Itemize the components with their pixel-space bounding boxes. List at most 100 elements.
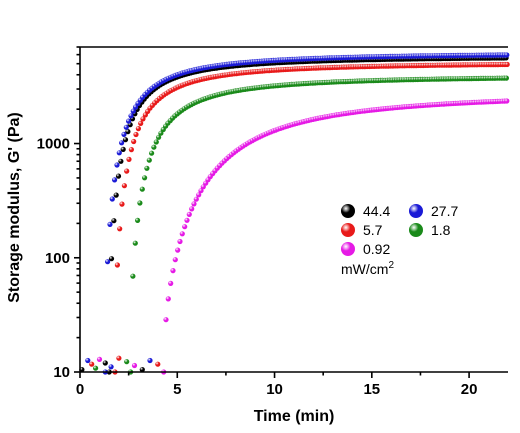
data-point bbox=[116, 150, 122, 156]
data-point bbox=[198, 188, 204, 194]
data-point bbox=[504, 61, 510, 68]
data-point bbox=[114, 162, 120, 168]
series-27.7 bbox=[102, 52, 510, 375]
data-point bbox=[121, 183, 127, 189]
noise-point bbox=[108, 364, 114, 370]
x-tick-label: 15 bbox=[363, 381, 380, 398]
y-axis-title: Storage modulus, G' (Pa) bbox=[6, 112, 23, 303]
data-point bbox=[121, 131, 127, 137]
legend-entry-1.8: 1.8 bbox=[409, 222, 451, 238]
legend-label: 27.7 bbox=[431, 203, 458, 219]
data-point bbox=[111, 218, 117, 224]
y-tick-label: 100 bbox=[45, 250, 70, 267]
y-tick-label: 10 bbox=[53, 364, 70, 381]
data-point bbox=[135, 126, 141, 132]
plot-markers bbox=[79, 52, 510, 375]
noise-points bbox=[79, 355, 161, 373]
data-point bbox=[193, 196, 199, 202]
data-point bbox=[130, 273, 136, 279]
series-5.7 bbox=[112, 61, 510, 375]
data-point bbox=[123, 124, 129, 130]
data-point bbox=[158, 130, 164, 136]
legend-entry-5.7: 5.7 bbox=[341, 222, 383, 238]
data-point bbox=[146, 157, 152, 163]
noise-point bbox=[116, 355, 122, 361]
legend-marker bbox=[341, 204, 355, 218]
legend: 44.4 27.7 5.7 1.8 0.92 mW/cm2 bbox=[341, 203, 458, 277]
data-point bbox=[128, 113, 134, 119]
noise-point bbox=[102, 360, 108, 366]
noise-point bbox=[131, 362, 138, 369]
legend-marker bbox=[341, 242, 355, 256]
legend-marker bbox=[409, 204, 423, 218]
noise-point bbox=[155, 361, 161, 367]
data-point bbox=[130, 108, 136, 114]
x-tick-label: 5 bbox=[173, 381, 181, 398]
x-tick-label: 0 bbox=[76, 381, 84, 398]
ticks: 0 5 10 15 20 10 100 1000 bbox=[37, 46, 478, 398]
legend-unit: mW/cm2 bbox=[341, 260, 394, 277]
data-point bbox=[119, 201, 125, 207]
legend-entry-0.92: 0.92 bbox=[341, 241, 390, 257]
data-point bbox=[108, 256, 115, 262]
data-point bbox=[165, 296, 171, 302]
data-point bbox=[191, 201, 197, 207]
data-point bbox=[177, 238, 183, 245]
data-point bbox=[186, 211, 192, 217]
data-point bbox=[172, 257, 178, 263]
data-point bbox=[142, 175, 148, 181]
data-point bbox=[125, 129, 131, 135]
legend-entry-44.4: 44.4 bbox=[341, 203, 390, 219]
x-tick-label: 10 bbox=[266, 381, 283, 398]
data-point bbox=[144, 165, 150, 171]
noise-point bbox=[124, 359, 130, 365]
data-point bbox=[504, 52, 510, 58]
data-point bbox=[196, 192, 202, 198]
data-point bbox=[156, 134, 162, 140]
data-point bbox=[126, 118, 132, 124]
data-point bbox=[179, 231, 185, 237]
legend-marker bbox=[409, 223, 423, 237]
data-point bbox=[132, 240, 138, 246]
legend-label: 1.8 bbox=[431, 222, 451, 238]
data-point bbox=[131, 138, 137, 145]
data-point bbox=[112, 177, 118, 183]
x-tick-label: 20 bbox=[461, 381, 478, 398]
data-point bbox=[504, 98, 510, 104]
data-point bbox=[140, 116, 146, 122]
data-point bbox=[182, 224, 188, 230]
data-point bbox=[128, 147, 134, 153]
data-point bbox=[105, 259, 111, 265]
x-axis-title: Time (min) bbox=[254, 408, 335, 425]
data-point bbox=[170, 268, 176, 274]
data-point bbox=[114, 262, 120, 268]
data-point bbox=[126, 156, 132, 162]
noise-point bbox=[139, 367, 145, 373]
y-tick-label: 1000 bbox=[37, 136, 70, 153]
data-point bbox=[168, 280, 174, 286]
data-point bbox=[184, 217, 190, 223]
data-point bbox=[119, 140, 125, 146]
legend-label: 0.92 bbox=[363, 241, 390, 257]
legend-unit-superscript: 2 bbox=[388, 260, 394, 271]
data-point bbox=[138, 120, 144, 126]
data-point bbox=[153, 139, 159, 145]
data-point bbox=[113, 192, 119, 198]
data-point bbox=[163, 317, 169, 323]
data-point bbox=[115, 173, 122, 179]
data-point bbox=[133, 131, 139, 138]
noise-point bbox=[89, 361, 95, 367]
data-point bbox=[135, 217, 141, 223]
noise-point bbox=[96, 356, 103, 362]
data-point bbox=[137, 200, 143, 206]
data-point bbox=[175, 247, 181, 253]
legend-entry-27.7: 27.7 bbox=[409, 203, 458, 219]
data-point bbox=[503, 75, 509, 81]
data-point bbox=[189, 206, 195, 212]
data-point bbox=[117, 226, 123, 232]
noise-point bbox=[85, 357, 91, 364]
data-point bbox=[139, 186, 145, 192]
data-point bbox=[120, 146, 126, 152]
legend-label: 5.7 bbox=[363, 222, 383, 238]
noise-point bbox=[147, 357, 153, 364]
